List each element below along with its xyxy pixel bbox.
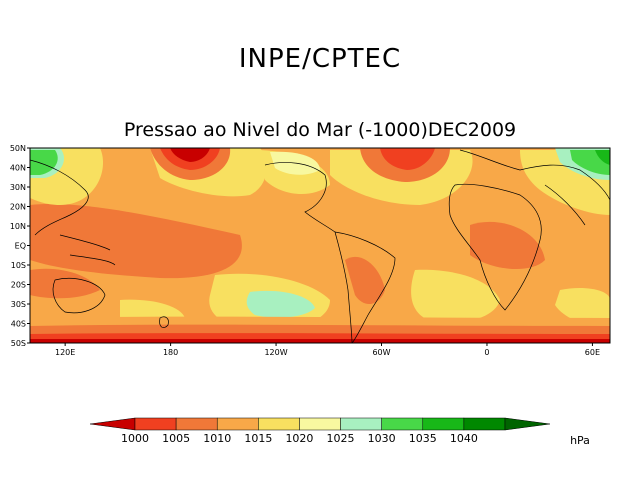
coastlines	[30, 149, 610, 343]
coast-india	[544, 184, 586, 226]
colorbar-segment	[340, 417, 382, 431]
field-1015-1020-south-atlantic	[411, 269, 500, 323]
pressure-field	[30, 148, 610, 343]
colorbar-segment	[175, 417, 218, 431]
lon-label: 60W	[372, 348, 390, 357]
lat-label: 20S	[11, 281, 26, 290]
field-1005-1010-australia	[30, 268, 100, 299]
lat-label: 10N	[10, 222, 26, 231]
colorbar-label: 1020	[285, 432, 313, 445]
lat-label: 30S	[11, 300, 26, 309]
lon-label: 120E	[55, 348, 75, 357]
colorbar-segment	[463, 417, 506, 431]
colorbar-segment	[422, 417, 465, 431]
coast-australia	[52, 278, 106, 314]
field-1025-1030-west	[30, 150, 58, 175]
coast-africa	[448, 183, 542, 311]
lon-label: 60E	[585, 348, 600, 357]
field-1005-1010-south-america	[345, 256, 385, 305]
main-title: INPE/CPTEC	[238, 44, 402, 74]
coast-eurasia	[459, 149, 610, 201]
lon-label: 180	[163, 348, 178, 357]
field-below-1000-aleutian	[170, 148, 210, 162]
coast-asia-east	[30, 159, 89, 236]
lon-label: 120W	[264, 348, 287, 357]
lat-axis: 50N 40N 30N 20N 10N EQ 10S 20S 30S 40S 50S	[10, 144, 30, 348]
lat-label: 30N	[10, 183, 26, 192]
field-1005-1010-pacific	[30, 204, 242, 279]
colorbar-unit: hPa	[570, 434, 590, 447]
colorbar-label: 1005	[162, 432, 190, 445]
lat-label: 40S	[11, 320, 26, 329]
colorbar-segment	[381, 417, 424, 431]
lat-label: 20N	[10, 203, 26, 212]
field-1020-1025-south-pacific	[246, 290, 315, 318]
colorbar-label: 1025	[327, 432, 355, 445]
coast-south-america-west	[334, 231, 353, 343]
lat-label: 10S	[11, 261, 26, 270]
field-1005-1010-africa	[470, 221, 545, 270]
lat-label: EQ	[15, 242, 26, 251]
field-1000-1005-iceland	[380, 148, 435, 170]
colorbar-segment	[299, 417, 341, 431]
lon-axis: 120E 180 120W 60W 0 60E	[55, 343, 600, 357]
colorbar-segment	[258, 417, 300, 431]
field-southern-below	[30, 339, 610, 343]
lat-label: 50S	[11, 339, 26, 348]
colorbar-label: 1035	[409, 432, 437, 445]
colorbar-arrow-high	[504, 417, 551, 431]
coast-new-zealand	[159, 316, 169, 328]
colorbar-label: 1030	[368, 432, 396, 445]
lon-label: 0	[484, 348, 489, 357]
map-subtitle: Pressao ao Nivel do Mar (-1000)DEC2009	[123, 119, 517, 141]
colorbar-arrow-low	[89, 417, 136, 431]
coast-north-america	[264, 162, 336, 233]
colorbar-label: 1010	[203, 432, 231, 445]
colorbar-segment	[216, 417, 259, 431]
colorbar-label: 1040	[450, 432, 478, 445]
colorbar-label: 1015	[244, 432, 272, 445]
coast-indonesia	[59, 234, 116, 266]
lat-label: 50N	[10, 144, 26, 153]
field-1015-1020-indian	[555, 288, 610, 326]
colorbar-label: 1000	[121, 432, 149, 445]
lat-label: 40N	[10, 164, 26, 173]
coast-south-america-east	[334, 231, 396, 343]
colorbar-segment	[134, 417, 177, 431]
field-1030-1035-east	[595, 150, 610, 165]
colorbar: 1000 1005 1010 1015 1020 1025 1030 1035 1040 hPa	[89, 417, 590, 447]
